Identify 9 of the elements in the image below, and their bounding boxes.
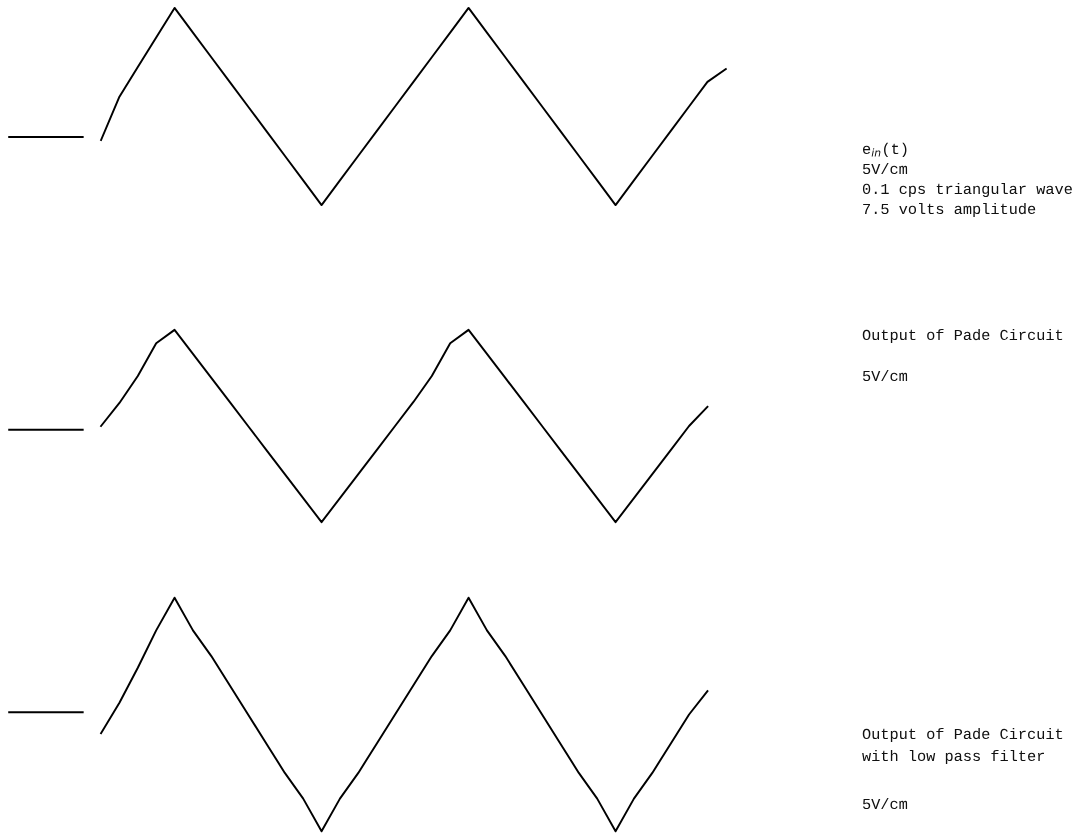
text: 5V/cm (862, 369, 908, 382)
text: 5V/cm (862, 162, 908, 175)
text: with low pass filter (862, 749, 1044, 765)
text: 7.5 volts amplitude (863, 202, 1036, 218)
text: Output of Pade Circuit (862, 328, 1063, 344)
text: 0.1 cps triangular wave (862, 182, 1072, 198)
text: Output of Pade Circuit (862, 727, 1063, 743)
text: 5V/cm (862, 797, 908, 810)
text: e$_{in}$(t) (862, 142, 907, 158)
